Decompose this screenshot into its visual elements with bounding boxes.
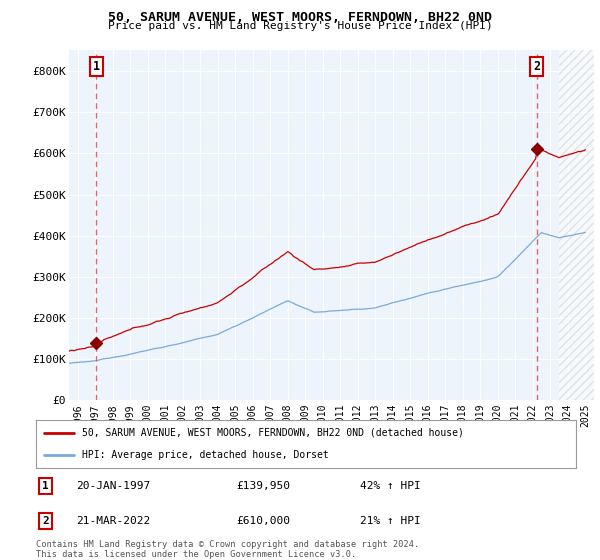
- Text: 2: 2: [533, 60, 540, 73]
- Text: 2: 2: [43, 516, 49, 526]
- Bar: [69, 50, 559, 400]
- Text: Price paid vs. HM Land Registry's House Price Index (HPI): Price paid vs. HM Land Registry's House …: [107, 21, 493, 31]
- Text: 50, SARUM AVENUE, WEST MOORS, FERNDOWN, BH22 0ND: 50, SARUM AVENUE, WEST MOORS, FERNDOWN, …: [108, 11, 492, 24]
- Text: 1: 1: [92, 60, 100, 73]
- Text: 20-JAN-1997: 20-JAN-1997: [77, 481, 151, 491]
- Text: 42% ↑ HPI: 42% ↑ HPI: [360, 481, 421, 491]
- Text: 21-MAR-2022: 21-MAR-2022: [77, 516, 151, 526]
- Text: 21% ↑ HPI: 21% ↑ HPI: [360, 516, 421, 526]
- Text: 50, SARUM AVENUE, WEST MOORS, FERNDOWN, BH22 0ND (detached house): 50, SARUM AVENUE, WEST MOORS, FERNDOWN, …: [82, 428, 464, 438]
- Text: Contains HM Land Registry data © Crown copyright and database right 2024.
This d: Contains HM Land Registry data © Crown c…: [36, 540, 419, 559]
- Text: £610,000: £610,000: [236, 516, 290, 526]
- Bar: [559, 50, 594, 400]
- Text: £139,950: £139,950: [236, 481, 290, 491]
- Text: HPI: Average price, detached house, Dorset: HPI: Average price, detached house, Dors…: [82, 450, 329, 460]
- Text: 1: 1: [43, 481, 49, 491]
